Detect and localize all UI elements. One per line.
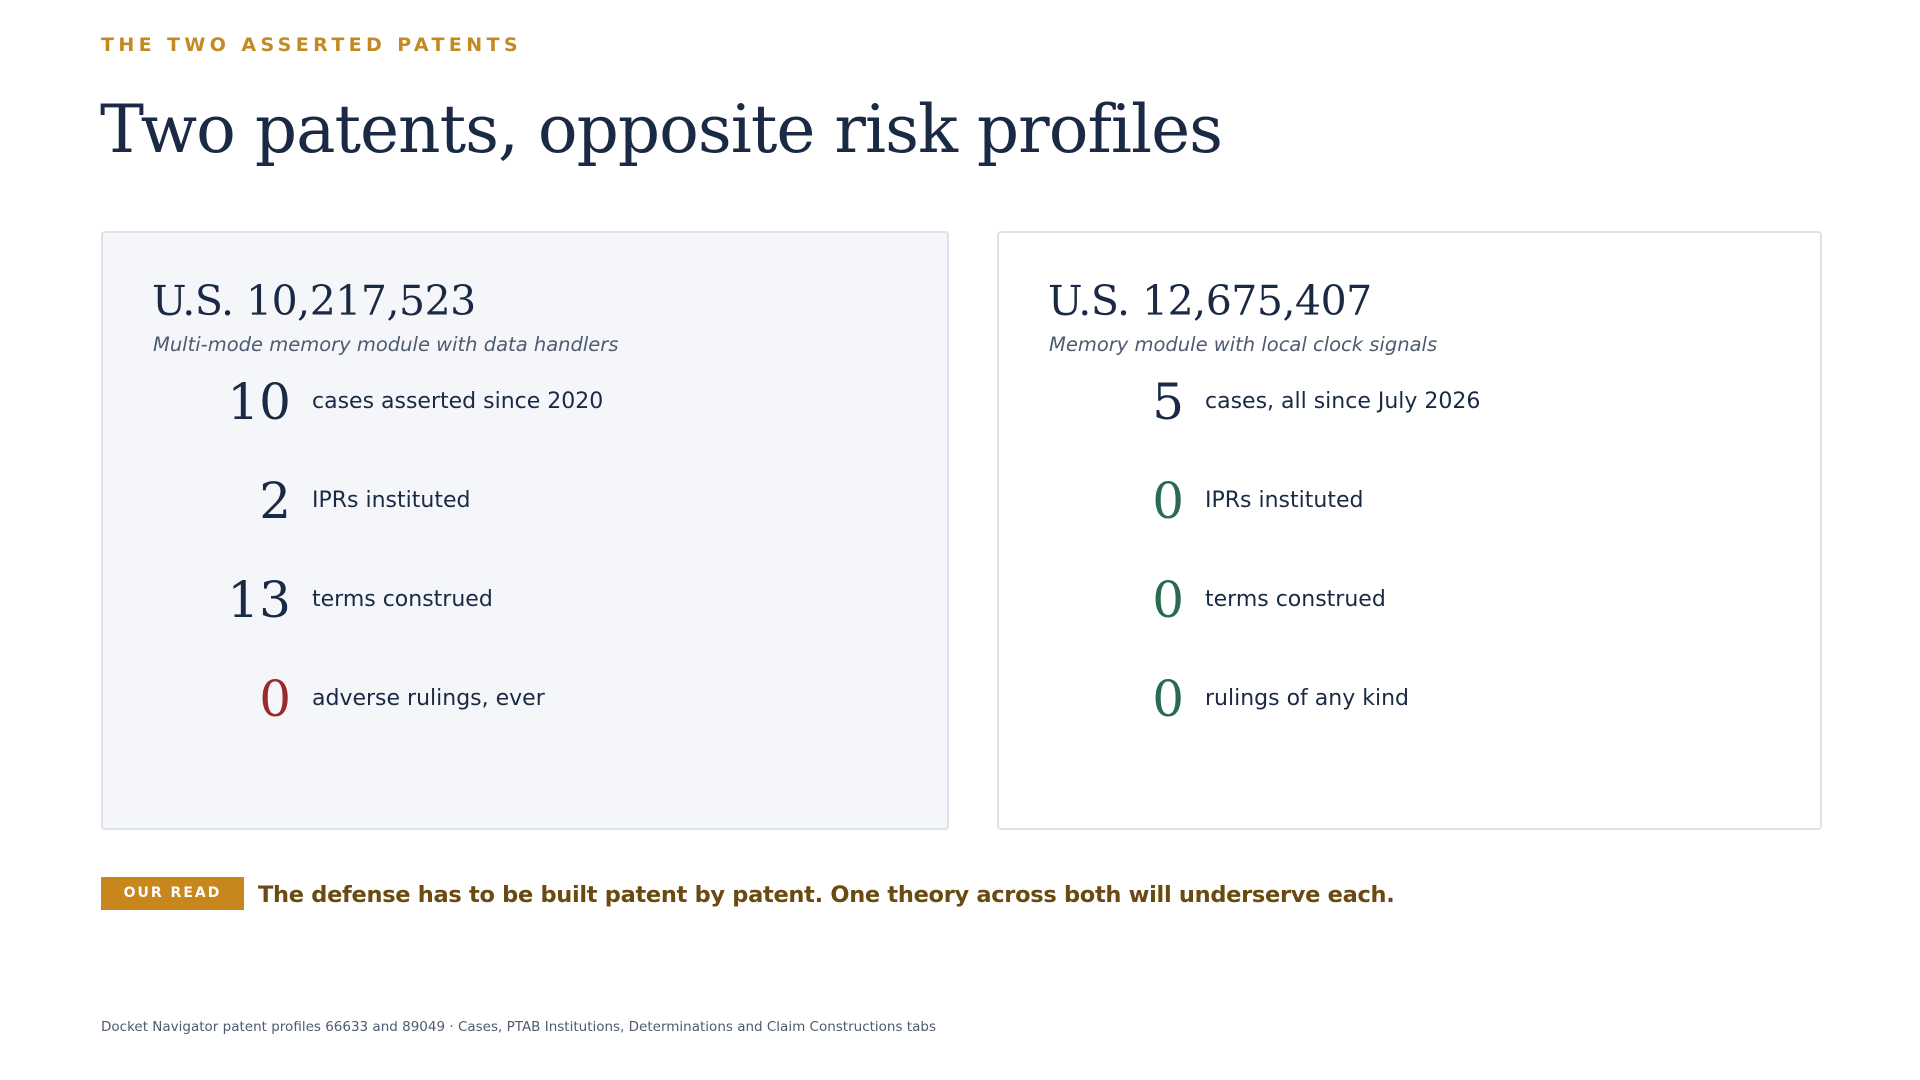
stat-value: 5 <box>1152 373 1184 431</box>
stat-value: 13 <box>227 571 291 629</box>
patent-card-10217523: U.S. 10,217,523 Multi-mode memory module… <box>101 231 949 830</box>
our-read-badge: OUR READ <box>101 877 244 910</box>
page-title: Two patents, opposite risk profiles <box>100 91 1223 168</box>
patent-number: U.S. 10,217,523 <box>152 277 476 325</box>
stat-iprs: 2 IPRs instituted <box>103 471 947 531</box>
section-eyebrow: THE TWO ASSERTED PATENTS <box>101 34 522 56</box>
stat-value: 0 <box>1152 571 1184 629</box>
stat-iprs: 0 IPRs instituted <box>999 471 1820 531</box>
patent-description: Multi-mode memory module with data handl… <box>153 333 619 356</box>
stat-terms: 0 terms construed <box>999 570 1820 630</box>
our-read-text: The defense has to be built patent by pa… <box>258 882 1395 908</box>
stat-adverse-rulings: 0 adverse rulings, ever <box>103 669 947 729</box>
source-footnote: Docket Navigator patent profiles 66633 a… <box>101 1019 936 1035</box>
patent-number: U.S. 12,675,407 <box>1048 277 1372 325</box>
stat-cases: 5 cases, all since July 2026 <box>999 372 1820 432</box>
stat-label: IPRs instituted <box>312 488 471 513</box>
stat-label: terms construed <box>312 587 493 612</box>
stat-value: 0 <box>259 670 291 728</box>
stat-label: IPRs instituted <box>1205 488 1364 513</box>
stat-value: 0 <box>1152 670 1184 728</box>
stat-value: 2 <box>259 472 291 530</box>
stat-label: adverse rulings, ever <box>312 686 545 711</box>
stat-value: 0 <box>1152 472 1184 530</box>
stat-label: rulings of any kind <box>1205 686 1409 711</box>
stat-value: 10 <box>227 373 291 431</box>
stat-label: cases, all since July 2026 <box>1205 389 1481 414</box>
patent-description: Memory module with local clock signals <box>1049 333 1438 356</box>
stat-terms: 13 terms construed <box>103 570 947 630</box>
stat-label: cases asserted since 2020 <box>312 389 604 414</box>
patent-card-12675407: U.S. 12,675,407 Memory module with local… <box>997 231 1822 830</box>
stat-rulings: 0 rulings of any kind <box>999 669 1820 729</box>
stat-cases: 10 cases asserted since 2020 <box>103 372 947 432</box>
stat-label: terms construed <box>1205 587 1386 612</box>
